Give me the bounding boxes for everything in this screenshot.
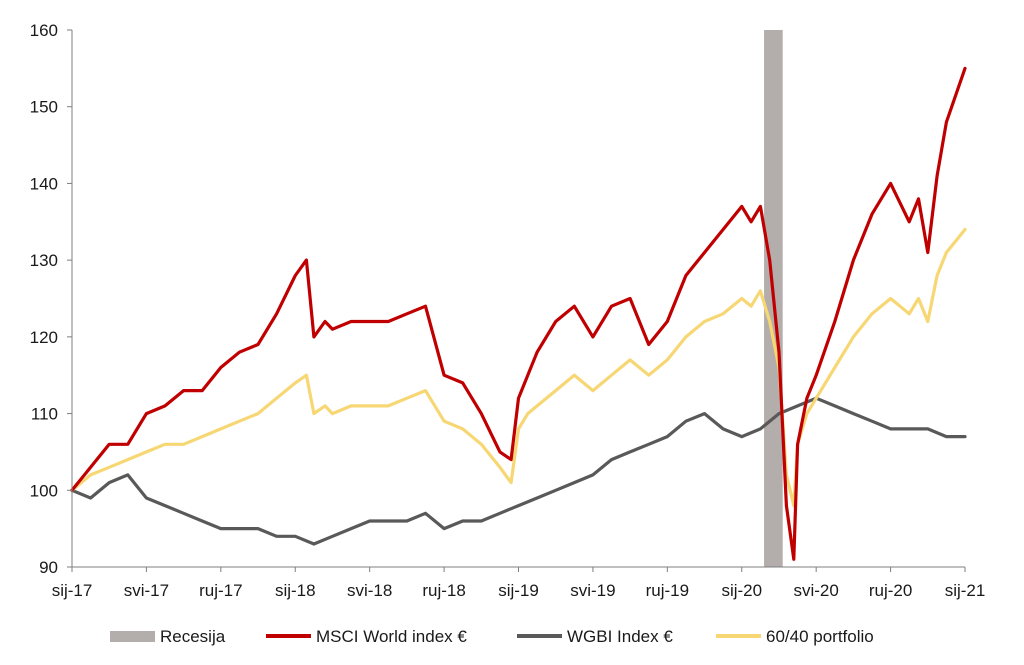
x-tick-label: sij-19 (498, 581, 539, 600)
x-tick-label: svi-17 (124, 581, 169, 600)
y-tick-label: 140 (30, 174, 58, 193)
legend-label: 60/40 portfolio (766, 627, 874, 646)
x-tick-label: sij-21 (945, 581, 986, 600)
y-tick-label: 150 (30, 98, 58, 117)
series-line-1 (70, 396, 967, 546)
y-tick-label: 120 (30, 328, 58, 347)
axes-layer: 90 100 110 120 130 140 150 160 sij-17 svi-17 ruj-1… (30, 21, 986, 600)
y-tick-label: 110 (31, 405, 58, 424)
series-line-0 (70, 66, 967, 561)
y-tick-label: 100 (30, 481, 58, 500)
x-tick-label: svi-18 (347, 581, 392, 600)
x-tick-label: svi-20 (793, 581, 838, 600)
x-tick-label: sij-17 (52, 581, 93, 600)
series-line-2 (70, 227, 967, 508)
x-tick-label: svi-19 (570, 581, 615, 600)
x-tick-label: sij-18 (275, 581, 316, 600)
legend-label: MSCI World index € (316, 627, 467, 646)
series-layer (70, 66, 967, 561)
legend-label: Recesija (160, 627, 226, 646)
y-tick-label: 90 (39, 558, 58, 577)
y-tick-label: 160 (30, 21, 58, 40)
y-tick-label: 130 (30, 251, 58, 270)
x-tick-label: ruj-18 (422, 581, 465, 600)
x-tick-label: ruj-17 (199, 581, 242, 600)
legend-label: WGBI Index € (567, 627, 673, 646)
x-tick-label: ruj-20 (869, 581, 912, 600)
x-tick-label: ruj-19 (646, 581, 689, 600)
legend: Recesija MSCI World index € WGBI Index € 60… (110, 627, 874, 646)
x-tick-label: sij-20 (721, 581, 762, 600)
legend-swatch-recession (110, 631, 155, 642)
